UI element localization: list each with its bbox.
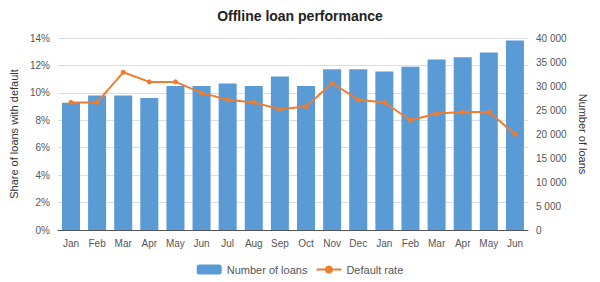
svg-text:15 000: 15 000 [536,153,567,164]
svg-text:Oct: Oct [298,238,314,249]
svg-text:May: May [479,238,498,249]
svg-text:8%: 8% [35,115,50,126]
svg-text:Feb: Feb [402,238,420,249]
svg-text:Feb: Feb [88,238,106,249]
svg-text:Jun: Jun [193,238,209,249]
svg-text:25 000: 25 000 [536,105,567,116]
svg-text:6%: 6% [35,142,50,153]
svg-text:4%: 4% [35,170,50,181]
svg-text:Mar: Mar [428,238,446,249]
svg-text:0%: 0% [35,225,50,236]
svg-text:Nov: Nov [323,238,341,249]
svg-text:Apr: Apr [455,238,471,249]
svg-text:2%: 2% [35,197,50,208]
svg-text:May: May [166,238,185,249]
svg-text:Dec: Dec [349,238,367,249]
svg-text:Default rate: Default rate [346,264,403,276]
svg-text:20 000: 20 000 [536,129,567,140]
svg-text:Offline loan performance: Offline loan performance [217,8,383,24]
svg-text:5 000: 5 000 [536,201,561,212]
svg-text:Aug: Aug [245,238,263,249]
svg-text:Number of loans: Number of loans [227,264,308,276]
svg-text:12%: 12% [30,60,50,71]
svg-text:40 000: 40 000 [536,33,567,44]
svg-text:Jan: Jan [376,238,392,249]
svg-text:30 000: 30 000 [536,81,567,92]
svg-text:Number of loans: Number of loans [577,94,589,175]
svg-text:10 000: 10 000 [536,177,567,188]
svg-text:Sep: Sep [271,238,289,249]
svg-text:Mar: Mar [115,238,133,249]
svg-text:Jul: Jul [221,238,234,249]
svg-text:0: 0 [536,225,542,236]
svg-text:35 000: 35 000 [536,57,567,68]
svg-text:Jun: Jun [507,238,523,249]
svg-text:10%: 10% [30,87,50,98]
svg-text:Jan: Jan [63,238,79,249]
svg-text:Apr: Apr [142,238,158,249]
svg-text:Share of loans with default: Share of loans with default [8,69,20,199]
svg-text:14%: 14% [30,33,50,44]
